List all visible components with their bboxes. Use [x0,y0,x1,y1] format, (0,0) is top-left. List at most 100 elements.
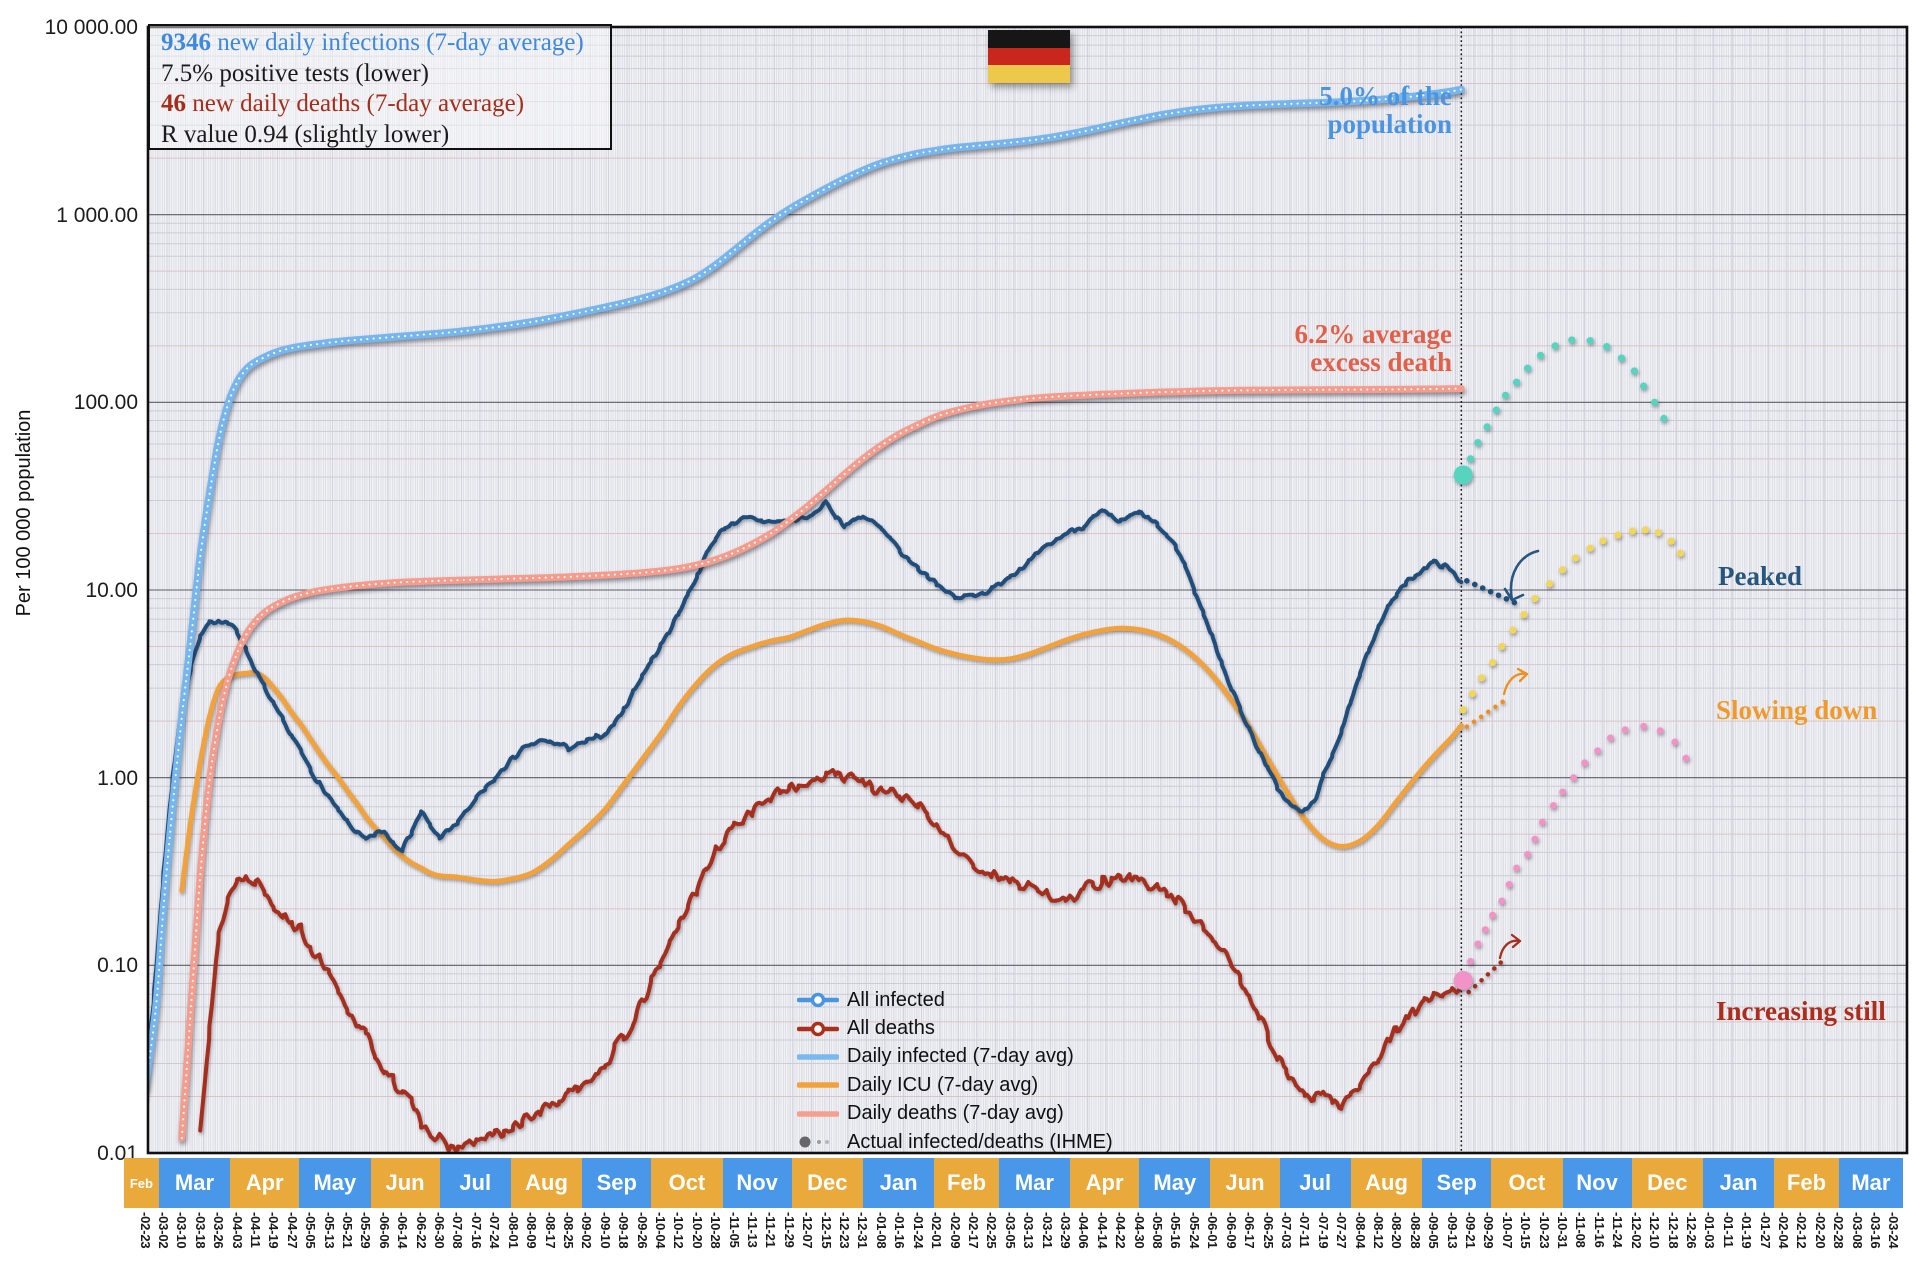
x-tick-label: -02-01 [929,1212,945,1249]
month-cell-jun: Jun [1210,1158,1280,1208]
x-tick-label: -11-13 [745,1212,761,1248]
series-daily_deaths [198,768,1464,1153]
x-tick-label: -11-29 [781,1212,797,1248]
x-tick-label: -10-31 [1555,1212,1571,1249]
x-tick-label: -01-27 [1757,1212,1773,1249]
x-tick-label: -03-05 [1002,1212,1018,1249]
x-tick-label: -11-16 [1591,1212,1607,1248]
x-tick-label: -03-21 [1039,1212,1055,1249]
x-tick-label: -03-16 [1868,1212,1884,1249]
x-tick-label: -10-28 [708,1212,724,1249]
increasing-dotted [1466,957,1506,995]
x-tick-label: -08-28 [1407,1212,1423,1249]
legend-item-all-deaths: All deaths [797,1014,1113,1042]
x-tick-label: -07-11 [1297,1212,1313,1248]
x-tick-label: -08-20 [1389,1212,1405,1249]
x-tick-label: -12-07 [800,1212,816,1249]
daily-infected-marker-icon [797,1054,839,1060]
x-tick-label: -09-21 [1463,1212,1479,1249]
x-tick-label: -06-09 [1223,1212,1239,1249]
annotation-excess-death: 6.2% average excess death [1294,319,1452,377]
x-tick-label: -01-11 [1720,1212,1736,1248]
month-cell-jan: Jan [862,1158,935,1208]
daily_deaths_forecast [1453,722,1690,991]
peaked-dotted [1464,578,1523,608]
x-tick-label: -03-08 [1849,1212,1865,1249]
peaked-arrow [1503,549,1540,602]
x-tick-label: -04-14 [1094,1212,1110,1249]
legend-item-all-infected: All infected [797,986,1113,1014]
flag-stripe-gold [988,65,1070,84]
x-tick-label: -11-24 [1610,1212,1626,1248]
month-cell-jun: Jun [370,1158,440,1208]
legend-item-ihme: Actual infected/deaths (IHME) [797,1128,1113,1156]
y-tick-label: 1.00 [97,766,138,790]
x-tick-label: -02-09 [947,1212,963,1249]
month-cell-may: May [1139,1158,1211,1208]
x-tick-label: -04-11 [247,1212,263,1248]
stats-box: 9346 new daily infections (7-day average… [148,24,612,150]
month-cell-sep: Sep [1422,1158,1492,1208]
x-tick-label: -07-08 [450,1212,466,1249]
x-tick-label: -12-15 [818,1212,834,1249]
x-tick-label: -02-12 [1794,1212,1810,1249]
x-tick-label: -05-24 [1186,1212,1202,1249]
month-cell-apr: Apr [230,1158,300,1208]
series-daily_icu [179,617,1464,894]
x-tick-label: -03-18 [192,1212,208,1249]
x-tick-label: -02-17 [965,1212,981,1249]
x-tick-label: -04-27 [284,1212,300,1249]
x-tick-label: -07-24 [487,1212,503,1249]
stat-new-infections: 9346 new daily infections (7-day average… [161,29,584,56]
annotation-slowing-down: Slowing down [1716,695,1878,725]
x-tick-label: -07-19 [1315,1212,1331,1249]
x-tick-label: -02-23 [137,1212,153,1249]
annotation-increasing-still: Increasing still [1716,996,1886,1026]
month-cell-dec: Dec [1631,1158,1703,1208]
slowing-dotted [1464,697,1508,729]
ihme_actual_infected_forecast [1453,336,1668,485]
month-cell-feb: Feb [1774,1158,1839,1208]
y-tick-label: 0.01 [97,1142,138,1165]
plot-border [146,25,1909,1155]
x-tick-label: -04-03 [229,1212,245,1249]
x-tick-label: -12-23 [837,1212,853,1249]
x-tick-label: -03-24 [1886,1212,1902,1249]
x-tick-label: -09-26 [634,1212,650,1249]
daily_infected_forecast [1459,526,1684,714]
month-cell-sep: Sep [582,1158,652,1208]
x-tick-label: -03-10 [174,1212,190,1249]
x-tick-label: -08-25 [560,1212,576,1249]
x-tick-label: -02-04 [1775,1212,1791,1249]
x-tick-label: -06-25 [1260,1212,1276,1249]
x-tick-label: -11-08 [1573,1212,1589,1248]
x-tick-label: -09-05 [1426,1212,1442,1249]
x-tick-label: -11-21 [763,1212,779,1248]
x-tick-label: -09-10 [597,1212,613,1249]
month-cell-jul: Jul [439,1158,511,1208]
month-cell-may: May [299,1158,371,1208]
x-tick-label: -02-25 [984,1212,1000,1249]
x-tick-label: -05-16 [1168,1212,1184,1249]
x-tick-label: -10-20 [689,1212,705,1249]
x-tick-label: -02-20 [1812,1212,1828,1249]
month-cell-dec: Dec [791,1158,863,1208]
series-daily_infected [148,499,1464,1089]
x-tick-label: -03-02 [155,1212,171,1249]
flag-stripe-red [988,47,1070,66]
x-tick-label: -04-22 [1113,1212,1129,1249]
all-infected-marker-icon [797,992,839,1008]
x-tick-label: -08-12 [1370,1212,1386,1249]
ihme-dots-marker-icon [799,1136,829,1148]
x-tick-label: -10-15 [1518,1212,1534,1249]
x-tick-label: -06-06 [376,1212,392,1249]
x-tick-label: -08-09 [524,1212,540,1249]
x-tick-label: -03-29 [1058,1212,1073,1249]
x-tick-label: -10-04 [652,1212,668,1249]
month-cell-oct: Oct [1491,1158,1563,1208]
x-tick-label: -09-18 [616,1212,632,1249]
x-tick-label: -03-26 [211,1212,227,1249]
x-tick-label: -07-03 [1278,1212,1294,1249]
x-tick-label: -01-08 [873,1212,889,1249]
